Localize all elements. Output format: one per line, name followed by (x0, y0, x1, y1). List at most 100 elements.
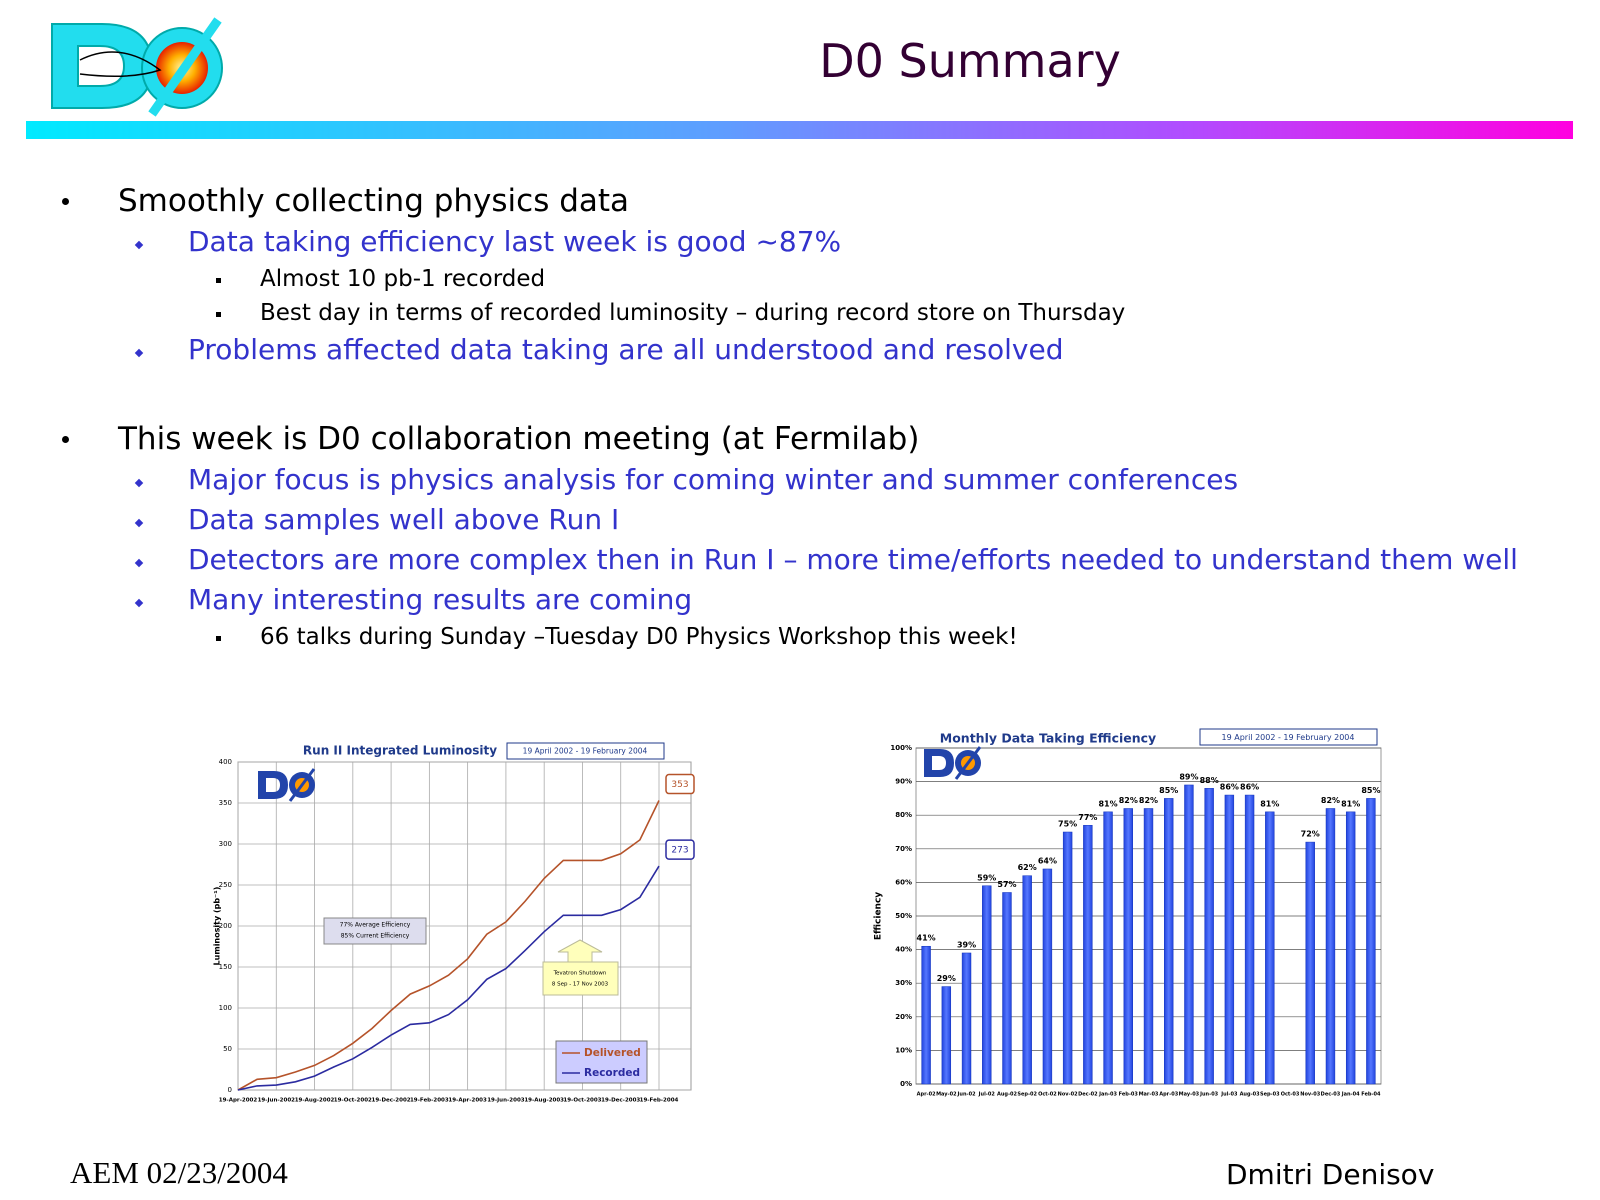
series-line (237, 865, 660, 1091)
sub-sub-bullet: Almost 10 pb-1 recorded (0, 262, 1545, 296)
chart-logo (924, 746, 982, 780)
bullet-text: Almost 10 pb-1 recorded (260, 266, 546, 292)
x-tick-label: Sep-03 (1260, 1092, 1280, 1098)
end-label-box (665, 839, 695, 860)
logo (51, 17, 223, 117)
y-tick-label: 100% (890, 744, 912, 752)
value-label: 85% (1159, 786, 1178, 795)
bullet-text: Problems affected data taking are all un… (188, 333, 1064, 366)
x-tick-label: Feb-03 (1119, 1092, 1139, 1098)
bar (1305, 841, 1315, 1085)
x-tick-label: Oct-03 (1281, 1092, 1300, 1098)
y-tick-label: 80% (895, 811, 912, 819)
x-tick-label: Nov-03 (1300, 1092, 1320, 1098)
bar (921, 945, 931, 1085)
value-label: 75% (1058, 820, 1077, 829)
legend-box (555, 1040, 648, 1084)
callout-box (542, 961, 619, 996)
bar (1244, 794, 1255, 1085)
bar (961, 952, 972, 1085)
series-line (237, 800, 660, 1091)
y-tick-label: 200 (219, 922, 232, 930)
logo-d (924, 749, 954, 777)
value-label: 41% (917, 934, 936, 943)
y-tick-label: 40% (895, 946, 912, 954)
x-tick-label: Apr-02 (917, 1092, 936, 1098)
x-tick-label: 19-Aug-2002 (295, 1098, 335, 1104)
value-label: 57% (997, 880, 1016, 889)
value-label: 85% (1361, 786, 1380, 795)
x-tick-label: Jun-02 (957, 1092, 977, 1098)
y-tick-label: 250 (219, 881, 232, 889)
x-tick-label: 19-Dec-2002 (372, 1098, 411, 1104)
value-label: 86% (1240, 783, 1259, 792)
annotation-box (323, 917, 427, 945)
header-rule (26, 121, 1573, 139)
value-label: 81% (1341, 799, 1360, 808)
bullet-text: Many interesting results are coming (188, 583, 693, 616)
bar (1184, 784, 1194, 1085)
chart-logo (258, 768, 316, 802)
subtitle-box (1199, 728, 1378, 746)
bullet-marker (216, 312, 221, 317)
x-tick-label: 19-Feb-2004 (640, 1098, 679, 1104)
bar (941, 986, 952, 1085)
x-tick-label: Dec-03 (1321, 1092, 1341, 1098)
bullet-group: Smoothly collecting physics data Data tak… (0, 180, 1545, 370)
x-tick-label: May-03 (1179, 1092, 1200, 1098)
bullet-text: 66 talks during Sunday –Tuesday D0 Physi… (260, 624, 1018, 650)
bar (1123, 808, 1133, 1085)
y-tick-label: 50 (223, 1045, 232, 1053)
sub-bullet: Data samples well above Run I (0, 500, 1545, 540)
bar (1042, 868, 1053, 1085)
end-label-box (665, 773, 695, 795)
x-tick-label: Nov-02 (1058, 1092, 1078, 1098)
bar (1164, 798, 1174, 1085)
sub-bullet: Major focus is physics analysis for comi… (0, 460, 1545, 500)
y-tick-label: 0 (228, 1086, 232, 1094)
value-label: 82% (1321, 796, 1340, 805)
y-tick-label: 10% (895, 1046, 912, 1054)
sub-bullet: Data taking efficiency last week is good… (0, 222, 1545, 262)
bullet-text: Detectors are more complex then in Run I… (188, 543, 1518, 576)
bullet-marker (62, 436, 69, 443)
bar (1345, 811, 1356, 1085)
x-tick-label: Sep-02 (1017, 1092, 1037, 1098)
bullet-list: Smoothly collecting physics data Data tak… (0, 180, 1545, 654)
y-tick-label: 400 (219, 758, 232, 766)
value-label: 82% (1119, 796, 1138, 805)
value-label: 82% (1139, 796, 1158, 805)
x-tick-label: Aug-02 (997, 1092, 1018, 1098)
value-label: 86% (1220, 783, 1239, 792)
x-tick-label: 19-Oct-2003 (563, 1098, 601, 1104)
bar (1022, 875, 1032, 1085)
y-tick-label: 70% (895, 845, 912, 853)
bullet-text: Best day in terms of recorded luminosity… (260, 300, 1126, 326)
y-tick-label: 0% (900, 1080, 912, 1088)
x-tick-label: 19-Jun-2003 (487, 1098, 525, 1104)
bar (1224, 794, 1235, 1085)
bullet-text: Major focus is physics analysis for comi… (188, 463, 1239, 496)
slide-title: D0 Summary (819, 34, 1121, 88)
bar (982, 885, 992, 1085)
bar (1265, 811, 1275, 1085)
legend-label: Delivered (584, 1047, 641, 1059)
logo-d (258, 771, 288, 799)
value-label: 59% (977, 873, 996, 882)
value-label: 62% (1018, 863, 1037, 872)
x-tick-label: Mar-03 (1139, 1092, 1159, 1098)
x-tick-label: Jan-04 (1341, 1092, 1360, 1098)
x-tick-label: Jun-03 (1199, 1092, 1219, 1098)
y-tick-label: 30% (895, 979, 912, 987)
bullet-text: Data samples well above Run I (188, 503, 620, 536)
footer-left: AEM 02/23/2004 (70, 1155, 288, 1190)
value-label: 39% (957, 940, 976, 949)
legend-label: Recorded (584, 1067, 640, 1079)
y-tick-label: 90% (895, 778, 912, 786)
bullet-group: This week is D0 collaboration meeting (a… (0, 418, 1545, 654)
bullet: This week is D0 collaboration meeting (a… (0, 418, 1545, 460)
y-tick-label: 350 (219, 799, 232, 807)
bullet-marker (216, 636, 221, 641)
